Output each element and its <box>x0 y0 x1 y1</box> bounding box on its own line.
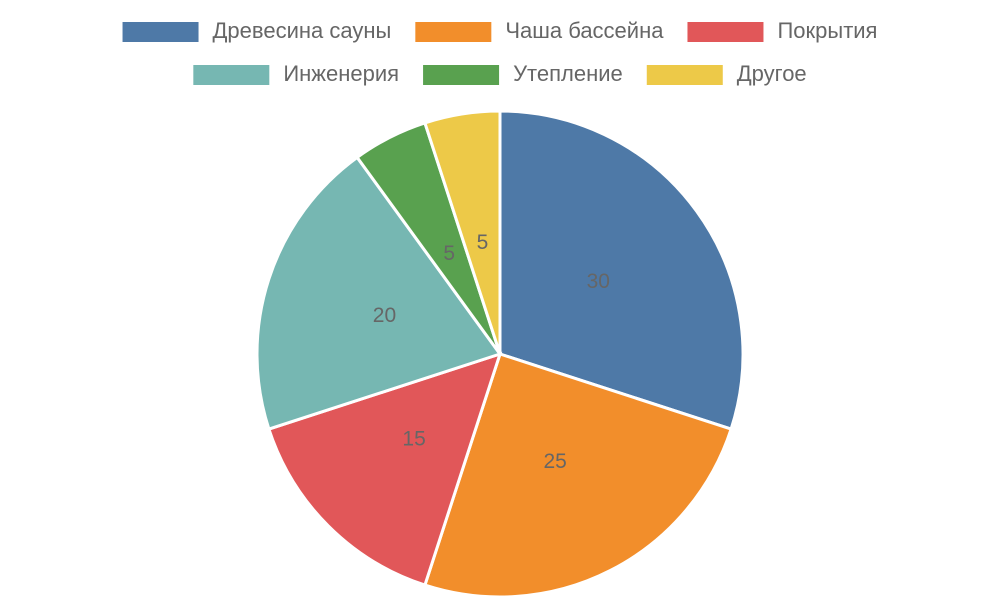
pie-slice <box>423 352 733 599</box>
slice-label: 5 <box>477 231 489 254</box>
legend-label: Древесина сауны <box>213 18 392 43</box>
legend-swatch <box>687 22 764 42</box>
slice-label: 30 <box>587 270 610 293</box>
legend-row: Инженерия Утепление Другое <box>193 61 807 86</box>
legend-label: Другое <box>737 61 807 86</box>
pie-slice <box>498 109 745 431</box>
slice-label: 15 <box>402 427 425 450</box>
legend-label: Покрытия <box>777 18 877 43</box>
legend-label: Инженерия <box>283 61 399 86</box>
legend-swatch <box>415 22 492 42</box>
legend-swatch <box>122 22 199 42</box>
slice-label: 5 <box>443 242 455 265</box>
legend-label: Утепление <box>513 61 623 86</box>
legend-row: Древесина сауны Чаша бассейна Покрытия <box>122 18 877 43</box>
legend-label: Чаша бассейна <box>505 18 664 43</box>
slice-label: 25 <box>543 450 566 473</box>
legend-swatch <box>423 65 500 85</box>
pie-slice <box>423 109 502 355</box>
legend-swatch <box>193 65 270 85</box>
pie-slice <box>255 155 503 431</box>
legend-swatch <box>646 65 723 85</box>
slice-label: 20 <box>373 304 396 327</box>
